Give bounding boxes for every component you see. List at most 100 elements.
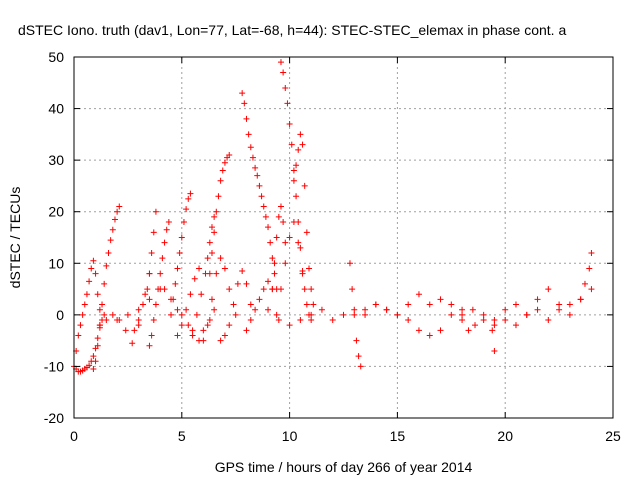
- data-point: [303, 229, 310, 236]
- data-point: [111, 216, 118, 223]
- series-22: [362, 291, 433, 318]
- data-point: [275, 213, 282, 220]
- data-point: [178, 234, 185, 241]
- data-point: [239, 90, 246, 97]
- data-point: [232, 311, 239, 318]
- series-25: [491, 249, 595, 329]
- x-tick-label: 5: [178, 428, 186, 444]
- x-tick-label: 20: [497, 428, 513, 444]
- y-tick-label: -10: [44, 358, 64, 374]
- data-point: [297, 244, 304, 251]
- data-point: [83, 291, 90, 298]
- data-point: [129, 340, 136, 347]
- data-point: [437, 296, 444, 303]
- series-12: [206, 151, 233, 277]
- x-axis-label: GPS time / hours of day 266 of year 2014: [215, 459, 473, 475]
- data-point: [362, 306, 369, 313]
- data-point: [284, 100, 291, 107]
- data-point: [275, 317, 282, 324]
- series-21: [346, 260, 364, 370]
- data-point: [94, 291, 101, 298]
- data-point: [146, 296, 153, 303]
- data-point: [187, 190, 194, 197]
- data-point: [99, 301, 106, 308]
- data-point: [174, 265, 181, 272]
- data-point: [183, 206, 190, 213]
- data-point: [301, 286, 308, 293]
- data-point: [448, 301, 455, 308]
- data-point: [491, 317, 498, 324]
- data-point: [502, 317, 509, 324]
- series-18: [290, 131, 317, 308]
- data-point: [142, 291, 149, 298]
- data-point: [150, 317, 157, 324]
- data-point: [588, 286, 595, 293]
- data-point: [297, 317, 304, 324]
- data-point: [114, 317, 121, 324]
- data-point: [217, 177, 224, 184]
- data-point: [254, 172, 261, 179]
- series-9: [174, 265, 203, 339]
- data-point: [256, 182, 263, 189]
- data-point: [131, 327, 138, 334]
- data-point: [122, 327, 129, 334]
- data-point: [176, 249, 183, 256]
- data-point: [107, 237, 114, 244]
- data-point: [286, 121, 293, 128]
- data-point: [247, 144, 254, 151]
- data-point: [221, 265, 228, 272]
- data-point: [243, 280, 250, 287]
- data-point: [362, 311, 369, 318]
- data-point: [273, 311, 280, 318]
- data-point: [523, 311, 530, 318]
- data-point: [472, 322, 479, 329]
- data-point: [459, 311, 466, 318]
- series-17: [277, 59, 315, 324]
- data-point: [260, 203, 267, 210]
- data-point: [193, 311, 200, 318]
- series-16: [269, 203, 289, 293]
- data-point: [88, 265, 95, 272]
- data-point: [213, 270, 220, 277]
- data-point: [101, 311, 108, 318]
- chart-title: dSTEC Iono. truth (dav1, Lon=77, Lat=-68…: [18, 22, 566, 38]
- data-point: [103, 317, 110, 324]
- data-point: [295, 146, 302, 153]
- y-tick-label: 10: [48, 255, 64, 271]
- y-axis-label: dSTEC / TECUs: [7, 187, 23, 289]
- data-point: [159, 255, 166, 262]
- data-point: [86, 362, 93, 369]
- data-point: [208, 224, 215, 231]
- data-point: [280, 69, 287, 76]
- data-point: [92, 270, 99, 277]
- data-point: [96, 322, 103, 329]
- data-point: [426, 301, 433, 308]
- data-point: [144, 286, 151, 293]
- x-tick-label: 10: [282, 428, 298, 444]
- data-point: [161, 239, 168, 246]
- data-point: [534, 306, 541, 313]
- data-point: [372, 301, 379, 308]
- series-11: [200, 255, 239, 344]
- data-point: [329, 317, 336, 324]
- data-point: [437, 327, 444, 334]
- axes: 0 5 10 15 20 25 -20 -10 0 10 20 30 40 50: [44, 49, 621, 444]
- data-point: [241, 100, 248, 107]
- data-point: [566, 301, 573, 308]
- series-15: [243, 278, 276, 334]
- data-point: [301, 182, 308, 189]
- data-point: [208, 249, 215, 256]
- data-point: [480, 311, 487, 318]
- data-point: [415, 327, 422, 334]
- data-point: [198, 291, 205, 298]
- series-14: [239, 90, 280, 293]
- data-point: [426, 332, 433, 339]
- data-point: [271, 260, 278, 267]
- data-point: [308, 317, 315, 324]
- data-point: [286, 234, 293, 241]
- data-point: [96, 306, 103, 313]
- data-point: [86, 278, 93, 285]
- data-point: [265, 278, 272, 285]
- data-point: [247, 301, 254, 308]
- x-tick-label: 15: [390, 428, 406, 444]
